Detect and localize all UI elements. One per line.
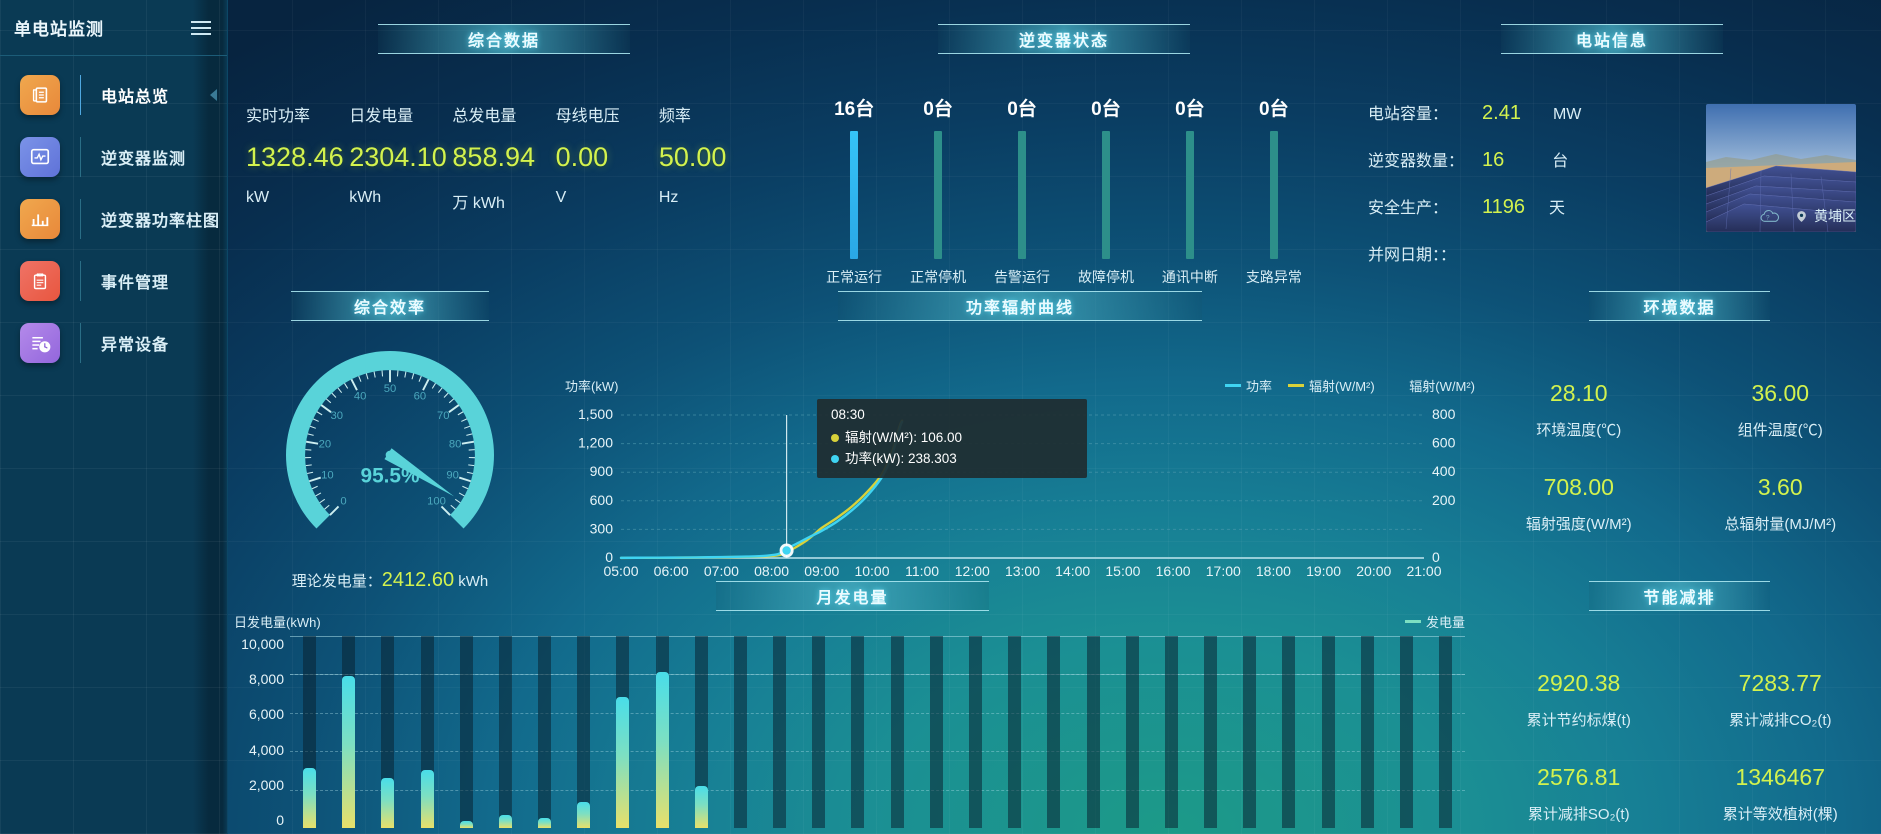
- svg-text:200: 200: [1432, 492, 1456, 508]
- svg-text:50: 50: [384, 383, 397, 395]
- svg-text:600: 600: [1432, 435, 1456, 451]
- svg-text:1,500: 1,500: [578, 406, 613, 422]
- svg-text:?: ?: [1766, 215, 1770, 222]
- svg-text:70: 70: [437, 410, 450, 422]
- svg-text:95.5%: 95.5%: [361, 465, 420, 488]
- svg-text:900: 900: [590, 463, 614, 479]
- svg-text:300: 300: [590, 520, 614, 536]
- svg-text:80: 80: [449, 439, 462, 451]
- svg-text:90: 90: [446, 469, 459, 481]
- svg-text:20: 20: [319, 439, 332, 451]
- svg-text:0: 0: [340, 496, 346, 508]
- svg-text:10: 10: [321, 469, 334, 481]
- svg-text:1,200: 1,200: [578, 435, 613, 451]
- svg-text:60: 60: [414, 390, 427, 402]
- svg-text:30: 30: [330, 410, 343, 422]
- svg-text:600: 600: [590, 492, 614, 508]
- svg-text:40: 40: [354, 390, 367, 402]
- svg-text:400: 400: [1432, 463, 1456, 479]
- svg-text:100: 100: [427, 496, 446, 508]
- svg-text:800: 800: [1432, 406, 1456, 422]
